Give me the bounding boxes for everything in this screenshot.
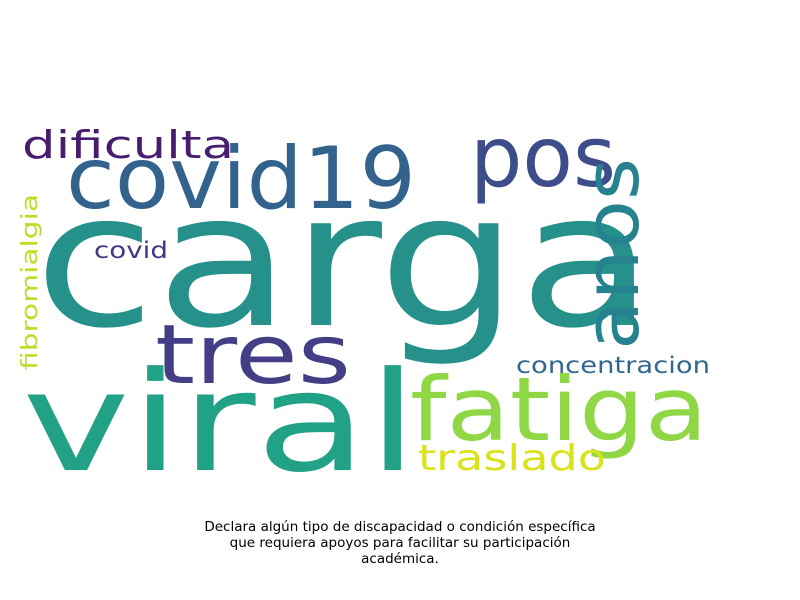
word-covid: covid (94, 238, 168, 264)
word-traslado: traslado (418, 438, 606, 479)
word-anos: anos (567, 158, 656, 350)
word-pos: pos (470, 108, 616, 206)
caption-line-2: que requiera apoyos para facilitar su pa… (229, 535, 571, 551)
caption-line-3: académica. (361, 551, 439, 567)
word-carga: carga (34, 152, 654, 369)
caption: Declara algún tipo de discapacidad o con… (150, 519, 650, 567)
word-tres: tres (155, 308, 351, 403)
word-dificulta: dificulta (22, 123, 234, 167)
caption-line-1: Declara algún tipo de discapacidad o con… (204, 519, 596, 535)
word-fibromialgia: fibromialgia (18, 194, 43, 370)
word-covid19: covid19 (66, 129, 416, 229)
word-viral: viral (22, 342, 418, 503)
word-concentracion: concentracion (516, 353, 710, 379)
word-fatiga: fatiga (410, 358, 708, 461)
